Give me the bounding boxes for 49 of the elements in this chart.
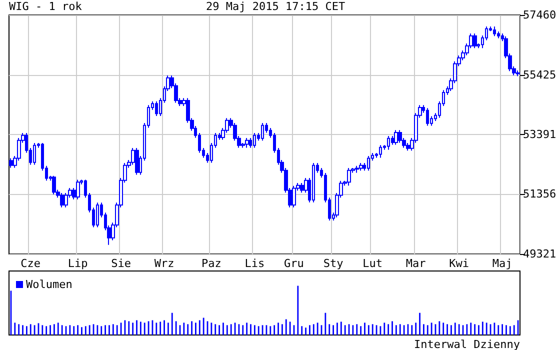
candlestick xyxy=(398,130,402,144)
chart-title: WIG - 1 rok xyxy=(9,0,82,13)
chart-subtitle: 29 Maj 2015 17:15 CET xyxy=(206,0,346,13)
candlestick xyxy=(135,148,139,176)
y-tick-label: 53391 xyxy=(523,128,556,141)
candlestick xyxy=(516,70,520,77)
candlestick xyxy=(245,138,249,148)
candlestick xyxy=(387,135,390,150)
candlestick xyxy=(52,175,56,195)
x-tick-label: Sty xyxy=(323,257,344,270)
x-tick-label: Lip xyxy=(68,257,88,270)
y-tick-label: 57460 xyxy=(523,8,556,22)
x-tick-label: Wrz xyxy=(154,257,174,270)
candlestick xyxy=(394,130,398,146)
x-tick-label: Paz xyxy=(201,257,222,270)
x-tick-label: Maj xyxy=(492,257,512,270)
candlestick xyxy=(497,30,500,39)
candlestick xyxy=(292,185,296,208)
x-tick-label: Lut xyxy=(362,257,383,270)
candlestick xyxy=(347,167,351,186)
x-tick-label: Cze xyxy=(20,257,41,270)
candlestick xyxy=(155,100,158,117)
candlestick xyxy=(76,179,80,200)
y-tick-label: 51356 xyxy=(523,188,556,201)
candlestick xyxy=(359,162,363,172)
y-tick-label: 49321 xyxy=(523,248,556,260)
candlestick xyxy=(9,158,13,168)
candlestick xyxy=(379,144,382,158)
candlestick xyxy=(355,165,359,174)
candlestick xyxy=(473,33,477,49)
candlestick xyxy=(493,26,496,37)
candlestick xyxy=(300,182,304,194)
candlestick xyxy=(33,142,36,166)
x-tick-label: Gru xyxy=(284,257,304,270)
x-tick-label: Kwi xyxy=(449,257,470,270)
legend-label: Wolumen xyxy=(26,278,72,291)
y-tick-label: 55425 xyxy=(523,68,556,82)
candlestick xyxy=(64,192,68,208)
x-tick-label: Mar xyxy=(406,257,426,270)
candlestick xyxy=(261,122,264,142)
candlestick xyxy=(96,202,99,228)
candlestick xyxy=(426,108,429,126)
candlestick xyxy=(312,162,315,203)
candlestick xyxy=(367,155,370,172)
text: Interwal Dzienny xyxy=(414,338,520,350)
x-tick-label: Sie xyxy=(111,257,131,270)
candlestick xyxy=(253,132,256,148)
x-tick-label: Lis xyxy=(244,257,265,270)
candlestick xyxy=(60,192,64,208)
